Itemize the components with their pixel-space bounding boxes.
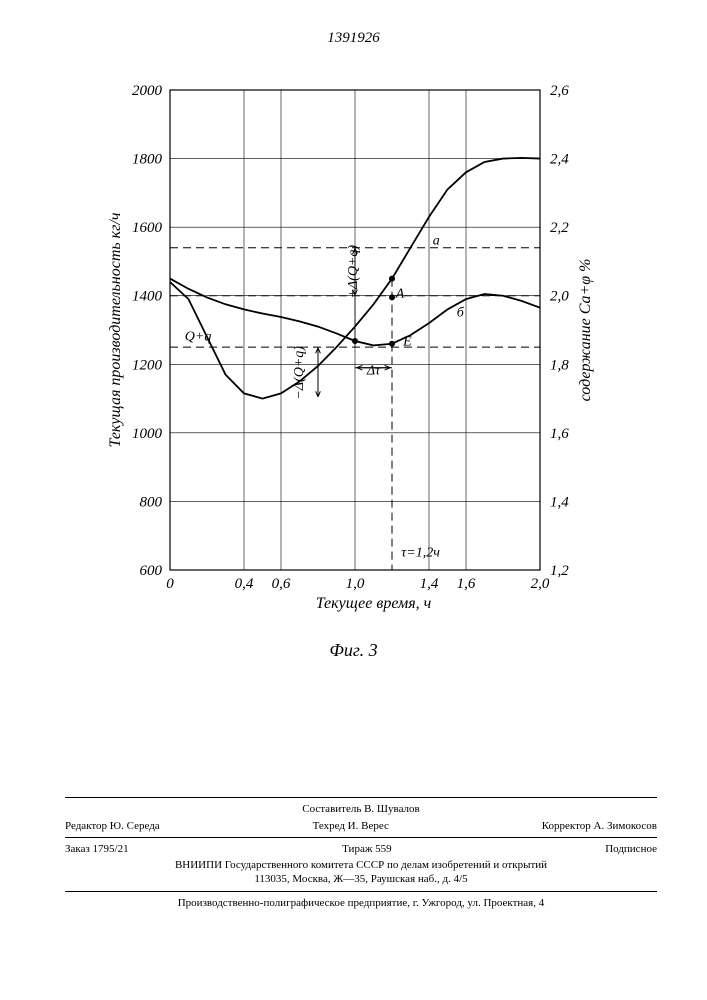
- footer-tirage: Тираж 559: [342, 842, 392, 856]
- footer-editor: Редактор Ю. Середа: [65, 819, 160, 833]
- footer-org: ВНИИПИ Государственного комитета СССР по…: [65, 858, 657, 872]
- svg-text:0: 0: [166, 576, 174, 592]
- svg-text:1,6: 1,6: [457, 576, 476, 592]
- svg-text:2,0: 2,0: [531, 576, 550, 592]
- svg-text:Q+q: Q+q: [185, 329, 212, 344]
- svg-text:A: A: [395, 286, 405, 301]
- svg-text:−Δ(Q+q): −Δ(Q+q): [292, 346, 307, 400]
- svg-text:1600: 1600: [132, 220, 163, 236]
- svg-text:1,4: 1,4: [420, 576, 439, 592]
- footer-addr: 113035, Москва, Ж—35, Раушская наб., д. …: [65, 872, 657, 886]
- svg-text:2,2: 2,2: [550, 220, 569, 236]
- svg-text:1,6: 1,6: [550, 426, 569, 442]
- footer-corrector: Корректор А. Зимокосов: [542, 819, 657, 833]
- chart: 0 0,4 0,6 1,0 1,4 1,6 2,0 600 800 1000 1200 1400 160…: [100, 70, 640, 630]
- svg-text:2,0: 2,0: [550, 289, 569, 305]
- svg-text:2,4: 2,4: [550, 152, 569, 168]
- svg-text:Δτ: Δτ: [366, 364, 381, 379]
- svg-text:0,6: 0,6: [272, 576, 291, 592]
- svg-text:содержание Ca+φ %: содержание Ca+φ %: [577, 259, 594, 402]
- footer-order: Заказ 1795/21: [65, 842, 129, 856]
- footer-compiler: Составитель В. Шувалов: [65, 802, 657, 816]
- svg-text:2000: 2000: [132, 83, 163, 99]
- svg-text:E: E: [402, 334, 412, 349]
- svg-text:1,0: 1,0: [346, 576, 365, 592]
- svg-text:800: 800: [140, 494, 163, 510]
- svg-text:1000: 1000: [132, 426, 163, 442]
- svg-text:+Δ(Q+q): +Δ(Q+q): [346, 245, 361, 299]
- svg-text:τ=1,2ч: τ=1,2ч: [401, 545, 440, 560]
- svg-text:1200: 1200: [132, 357, 163, 373]
- svg-text:Текущее время, ч: Текущее время, ч: [316, 595, 432, 612]
- footer-rule: [65, 797, 657, 798]
- footer-printer: Производственно-полиграфическое предприя…: [65, 896, 657, 910]
- footer-block: Составитель В. Шувалов Редактор Ю. Серед…: [65, 793, 657, 910]
- svg-text:0,4: 0,4: [235, 576, 254, 592]
- footer-rule: [65, 891, 657, 892]
- svg-text:1800: 1800: [132, 152, 163, 168]
- svg-text:б: б: [457, 305, 465, 320]
- svg-text:1,2: 1,2: [550, 563, 569, 579]
- footer-techred: Техред И. Верес: [313, 819, 389, 833]
- figure-label: Фиг. 3: [0, 640, 707, 661]
- footer-rule: [65, 837, 657, 838]
- svg-text:2,6: 2,6: [550, 83, 569, 99]
- svg-text:а: а: [433, 233, 440, 248]
- footer-subscr: Подписное: [605, 842, 657, 856]
- svg-text:600: 600: [140, 563, 163, 579]
- svg-text:Текущая производительность: Текущая производительность кг/ч: [107, 212, 124, 447]
- svg-text:1400: 1400: [132, 289, 163, 305]
- chart-svg: 0 0,4 0,6 1,0 1,4 1,6 2,0 600 800 1000 1200 1400 160…: [100, 70, 640, 630]
- svg-text:1,8: 1,8: [550, 357, 569, 373]
- page-number: 1391926: [0, 30, 707, 47]
- svg-text:1,4: 1,4: [550, 494, 569, 510]
